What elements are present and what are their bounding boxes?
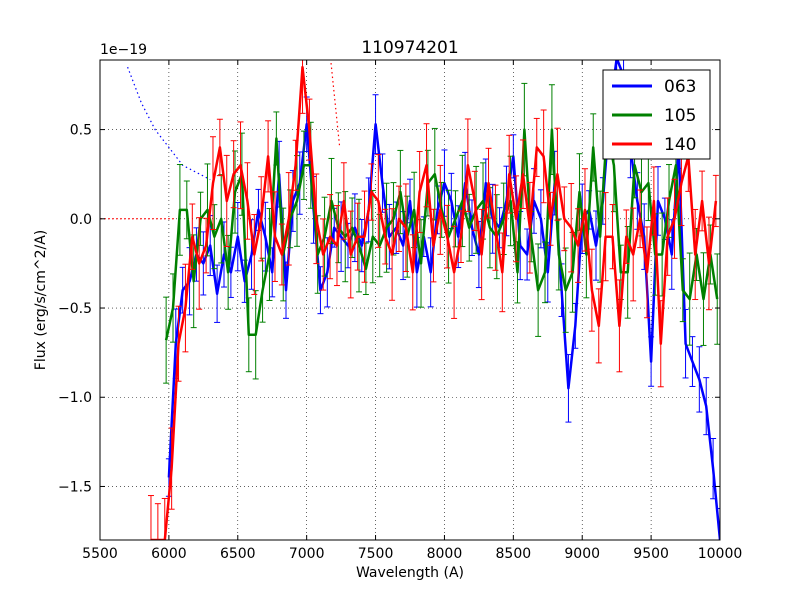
legend-label-140: 140 (664, 135, 696, 155)
x-tick-label: 8500 (496, 546, 532, 562)
y-tick-label: −1.5 (58, 479, 92, 495)
y-offset-text: 1e−19 (100, 42, 147, 58)
y-tick-label: −1.0 (58, 390, 92, 406)
x-tick-label: 6500 (220, 546, 256, 562)
x-tick-label: 9500 (633, 546, 669, 562)
legend: 063 105 140 (602, 69, 711, 160)
x-axis-label: Wavelength (A) (356, 565, 464, 581)
series-140 (147, 60, 719, 540)
series-line-140 (151, 65, 718, 540)
y-tick-label: 0.0 (70, 212, 92, 228)
chart-title: 110974201 (361, 38, 458, 58)
legend-label-063: 063 (664, 77, 696, 97)
x-tick-label: 7500 (358, 546, 394, 562)
x-tick-label: 10000 (698, 546, 743, 562)
y-axis-ticks: −1.5 −1.0 −0.5 0.0 0.5 (58, 123, 720, 495)
y-axis-label: Flux (erg/s/cm^2/A) (33, 230, 49, 370)
model-curve-063 (127, 66, 211, 181)
series-layer (127, 60, 720, 540)
series-line-105 (164, 128, 719, 341)
x-axis-ticks: 5500 6000 6500 7000 7500 8000 8500 9000 9500 1000… (82, 60, 742, 562)
x-tick-label: 5500 (82, 546, 118, 562)
y-tick-label: 0.5 (70, 123, 92, 139)
y-tick-label: −0.5 (58, 301, 92, 317)
plot-frame (99, 59, 721, 541)
legend-label-105: 105 (664, 106, 696, 126)
x-tick-label: 9000 (564, 546, 600, 562)
x-tick-label: 7000 (289, 546, 325, 562)
x-tick-label: 6000 (151, 546, 187, 562)
x-tick-label: 8000 (427, 546, 463, 562)
